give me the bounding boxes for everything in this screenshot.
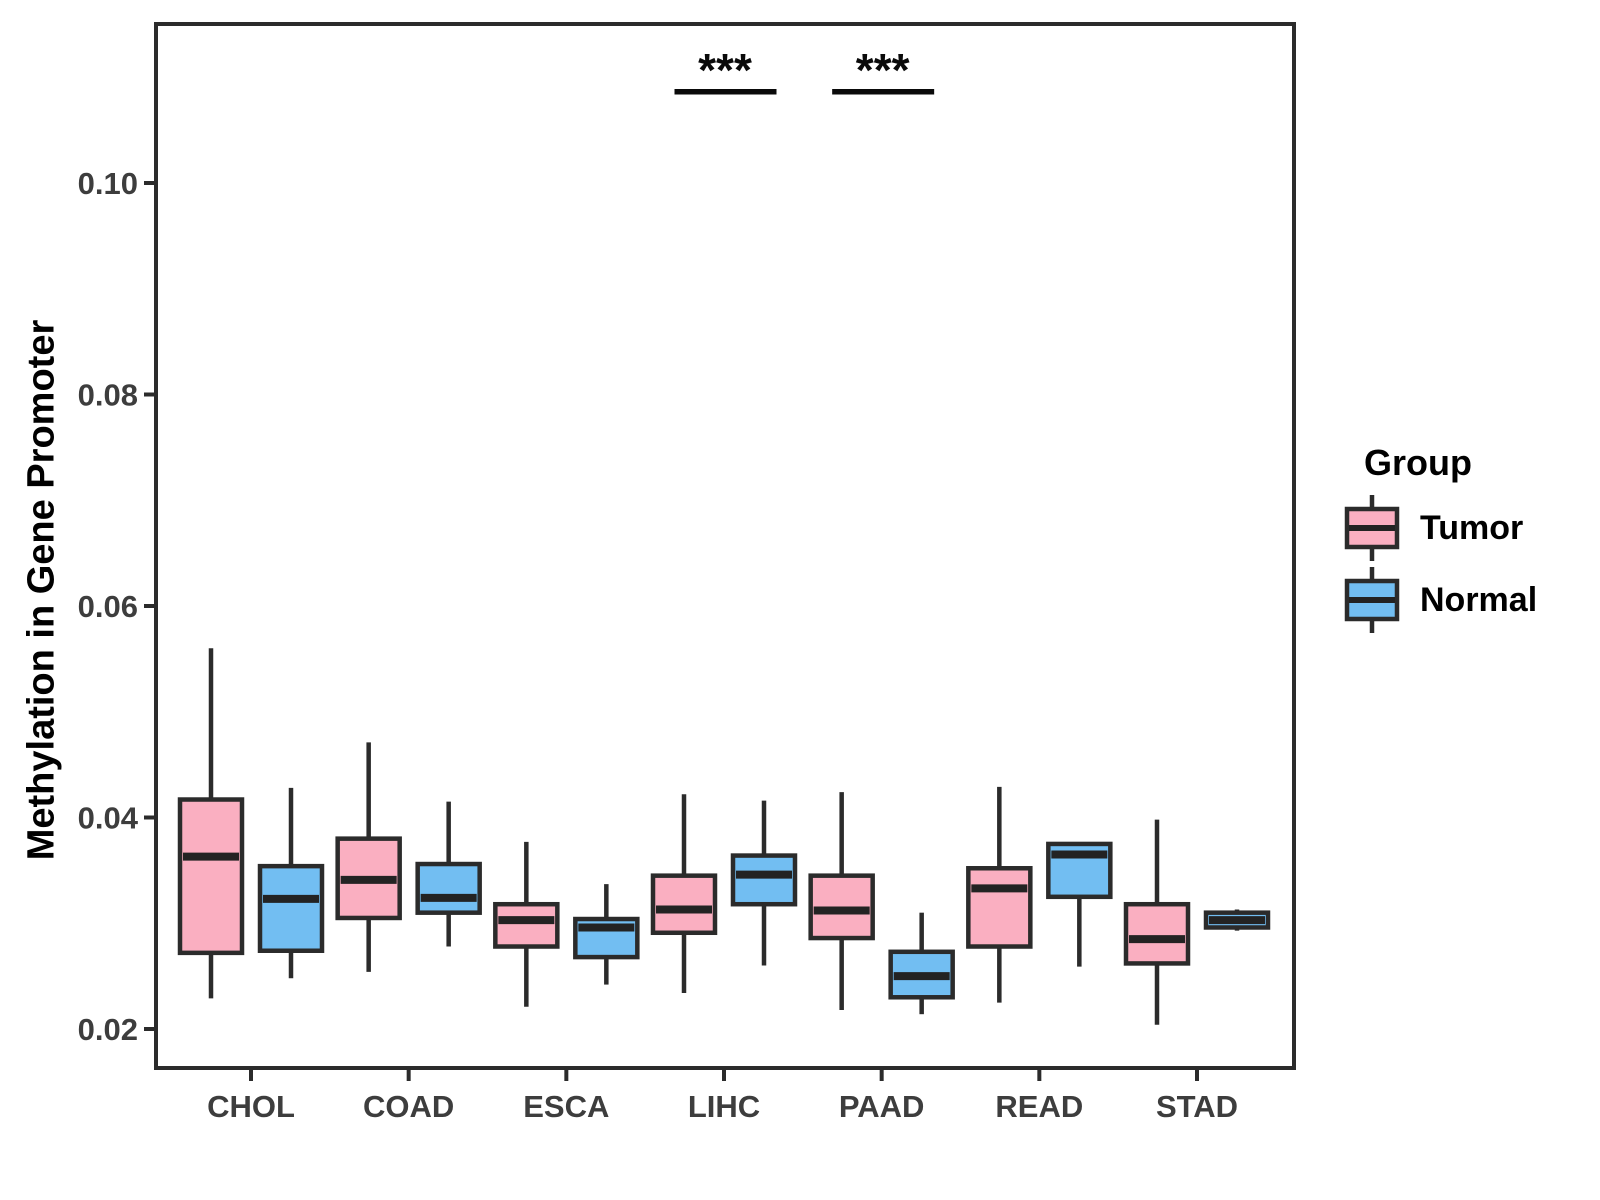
box-read-tumor: [966, 786, 1033, 1003]
box-lihc-normal: [730, 800, 798, 966]
tumor-boxplot-swatch: [1344, 495, 1400, 561]
y-tick-label: 0.04: [78, 801, 139, 836]
box-esca-normal: [573, 884, 640, 985]
x-tick-label: PAAD: [839, 1089, 925, 1124]
x-tick-label: READ: [995, 1089, 1083, 1124]
legend-label-normal: Normal: [1420, 580, 1538, 619]
legend-title: Group: [1364, 442, 1472, 483]
box-paad-normal: [888, 912, 955, 1015]
legend-item-normal: Normal: [1342, 564, 1537, 636]
y-tick-label: 0.06: [78, 589, 138, 624]
box-paad-tumor: [808, 792, 875, 1010]
y-axis-label: Methylation in Gene Promoter: [20, 319, 63, 861]
plot-panel: [154, 22, 1296, 1070]
box-lihc-tumor: [650, 794, 718, 994]
y-tick-label: 0.02: [78, 1012, 138, 1047]
box-stad-tumor: [1123, 819, 1191, 1025]
y-tick-label: 0.08: [78, 378, 138, 413]
x-tick-label: CHOL: [207, 1089, 295, 1124]
box-coad-tumor: [335, 742, 402, 972]
box-chol-tumor: [177, 648, 245, 999]
box-chol-normal: [257, 787, 325, 979]
significance-bar: [674, 89, 777, 95]
x-tick-label: COAD: [363, 1089, 454, 1124]
box-stad-normal: [1203, 909, 1271, 931]
significance-stars: ***: [856, 44, 910, 96]
x-tick-label: ESCA: [523, 1089, 609, 1124]
legend-label-tumor: Tumor: [1420, 508, 1524, 547]
significance-stars: ***: [698, 44, 752, 96]
box-esca-tumor: [493, 841, 560, 1007]
legend-item-tumor: Tumor: [1342, 492, 1537, 564]
y-tick-label: 0.10: [78, 166, 138, 201]
significance-bar: [832, 89, 935, 95]
x-tick-label: LIHC: [688, 1089, 760, 1124]
box-read-normal: [1046, 841, 1113, 967]
legend: Group Tumor Normal: [1342, 442, 1537, 636]
x-tick-label: STAD: [1156, 1089, 1238, 1124]
normal-boxplot-swatch: [1344, 567, 1400, 633]
box-coad-normal: [415, 801, 482, 947]
